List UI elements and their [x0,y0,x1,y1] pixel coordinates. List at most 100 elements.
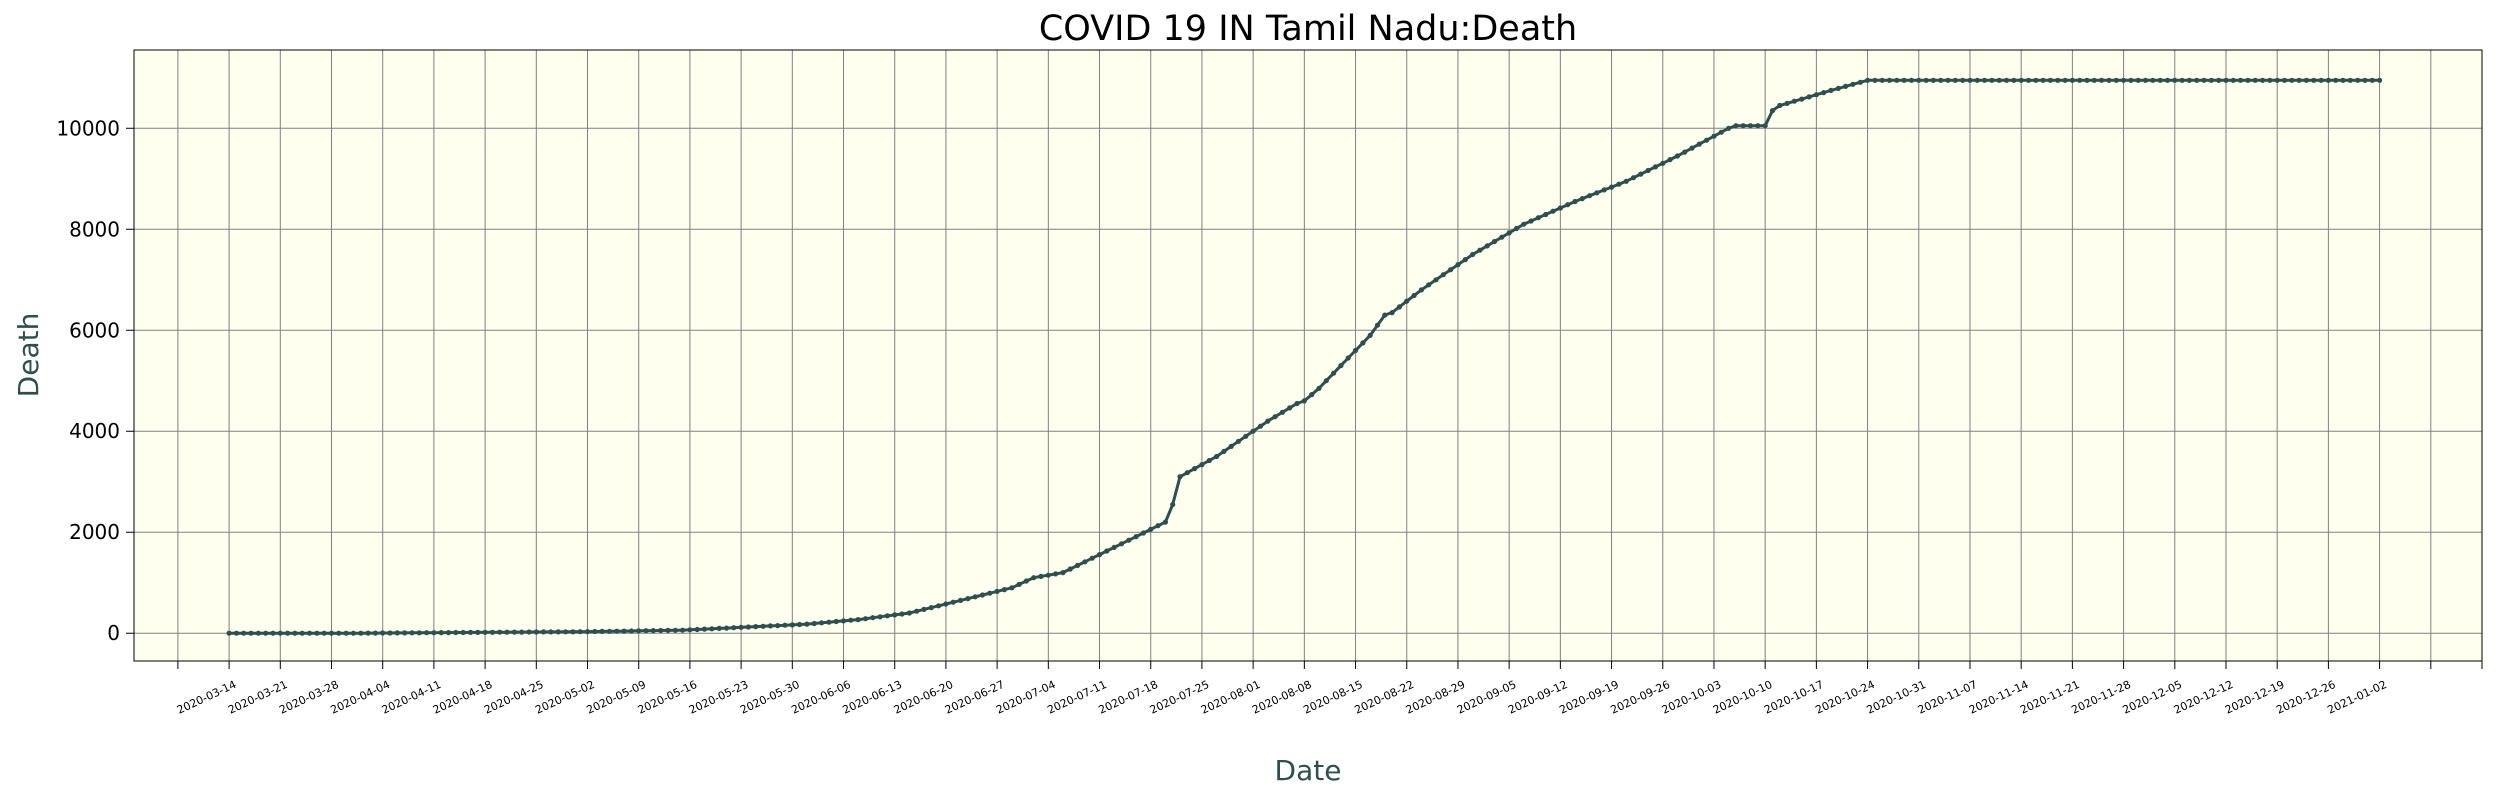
data-point [2164,77,2171,83]
data-point [658,627,664,634]
data-point [1199,462,1205,468]
data-point [577,629,583,635]
data-point [2216,77,2222,83]
data-point [2135,77,2141,83]
data-point [343,630,349,636]
data-point [1535,215,1541,221]
data-point [1572,198,1578,205]
data-point [1448,267,1454,273]
data-point [1967,77,1973,83]
data-point [1382,312,1388,318]
data-point [862,616,869,622]
data-point [1396,304,1402,310]
data-point [1155,523,1161,529]
data-point [1645,167,1651,174]
data-point [2018,77,2024,83]
data-point [2245,77,2251,83]
data-point [797,621,803,628]
grid [134,50,2483,661]
data-point [519,629,525,635]
data-point [489,629,495,635]
chart-title: COVID 19 IN Tamil Nadu:Death [1039,9,1577,49]
data-point [467,629,474,636]
data-point [672,627,678,633]
data-point [1857,79,1863,85]
data-point [972,594,978,600]
data-point [1623,178,1629,184]
data-point [424,630,430,636]
data-point [921,606,927,613]
data-point [848,617,854,623]
data-point [1660,160,1666,166]
data-point [1331,370,1337,376]
data-point [1711,133,1717,139]
data-point [1609,184,1615,190]
data-point [1301,398,1307,404]
data-point [2055,77,2061,83]
data-point [906,610,913,616]
data-point [1001,587,1008,593]
data-point [1543,211,1549,218]
data-point [1682,149,1688,155]
data-point [1433,277,1439,283]
data-point [1974,77,1980,83]
data-point [2311,77,2317,83]
data-point [819,620,825,626]
data-point [789,622,795,628]
data-point [584,629,591,635]
data-point [994,588,1000,595]
data-point [870,615,876,621]
data-point [1455,262,1461,268]
data-point [1835,85,1841,91]
data-point [1952,77,1958,83]
data-point [350,630,356,636]
y-axis-label: Death [12,313,45,398]
data-point [1652,164,1658,170]
data-point [753,624,759,630]
data-point [255,630,261,636]
data-point [1755,123,1761,129]
data-point [1257,423,1264,429]
data-point [665,627,671,634]
data-point [285,630,291,636]
data-point [621,628,627,634]
data-point [1184,470,1190,476]
data-point [928,605,934,611]
data-point [1323,378,1329,384]
data-point [1235,438,1242,444]
plot-background [134,50,2482,661]
data-point [958,597,964,604]
data-point [365,630,371,636]
data-point [1133,534,1139,540]
data-point [877,614,883,620]
data-point [2179,77,2185,83]
data-point [1214,453,1220,460]
data-point [2172,77,2178,83]
data-point [1587,193,1593,199]
data-point [1513,225,1520,232]
data-point [1067,566,1073,572]
data-point [936,603,942,609]
data-point [1945,77,1951,83]
data-point [760,623,766,629]
data-point [775,623,781,629]
data-point [1747,123,1754,129]
y-tick-label: 10000 [56,116,120,140]
data-point [2033,77,2039,83]
data-point [2347,77,2353,83]
data-point [2091,77,2097,83]
data-point [2069,77,2075,83]
data-point [2238,77,2244,83]
data-point [1901,77,1907,83]
data-point [328,630,335,636]
data-point [884,613,891,619]
data-point [738,624,744,630]
data-point [1360,340,1366,346]
data-point [2084,77,2090,83]
data-point [1733,123,1739,129]
data-point [402,630,408,636]
data-point [2289,77,2295,83]
data-point [1096,552,1103,558]
y-axis: 0 2000 4000 6000 8000 10000 [56,116,134,645]
data-point [1053,571,1059,577]
